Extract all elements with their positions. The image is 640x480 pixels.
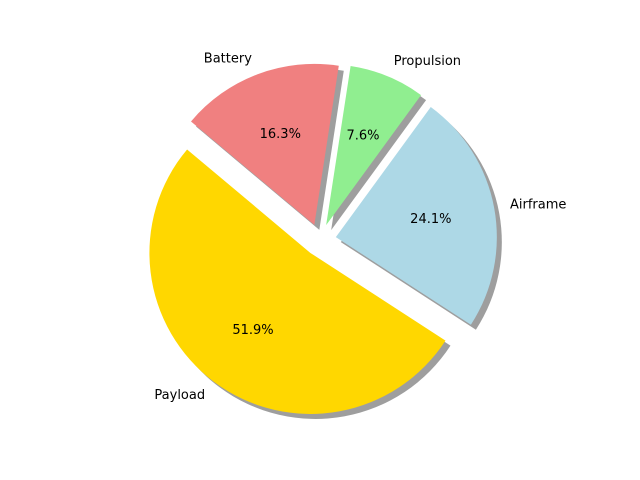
label-propulsion: Propulsion	[394, 54, 461, 69]
label-airframe: Airframe	[510, 197, 566, 212]
slice-battery	[190, 63, 339, 225]
percent-label-payload: 51.9%	[232, 323, 273, 338]
percent-label-airframe: 24.1%	[410, 212, 451, 227]
pie-slices	[149, 63, 497, 414]
percent-label-propulsion: 7.6%	[346, 128, 379, 143]
slice-payload	[149, 149, 446, 414]
percent-label-battery: 16.3%	[260, 127, 301, 142]
label-payload: Payload	[154, 388, 205, 403]
label-battery: Battery	[204, 52, 252, 67]
slice-airframe	[335, 107, 497, 325]
slice-labels: Payload 51.9% Airframe 24.1% Propulsion 7.6% B…	[154, 52, 566, 403]
slice-propulsion	[326, 65, 422, 226]
